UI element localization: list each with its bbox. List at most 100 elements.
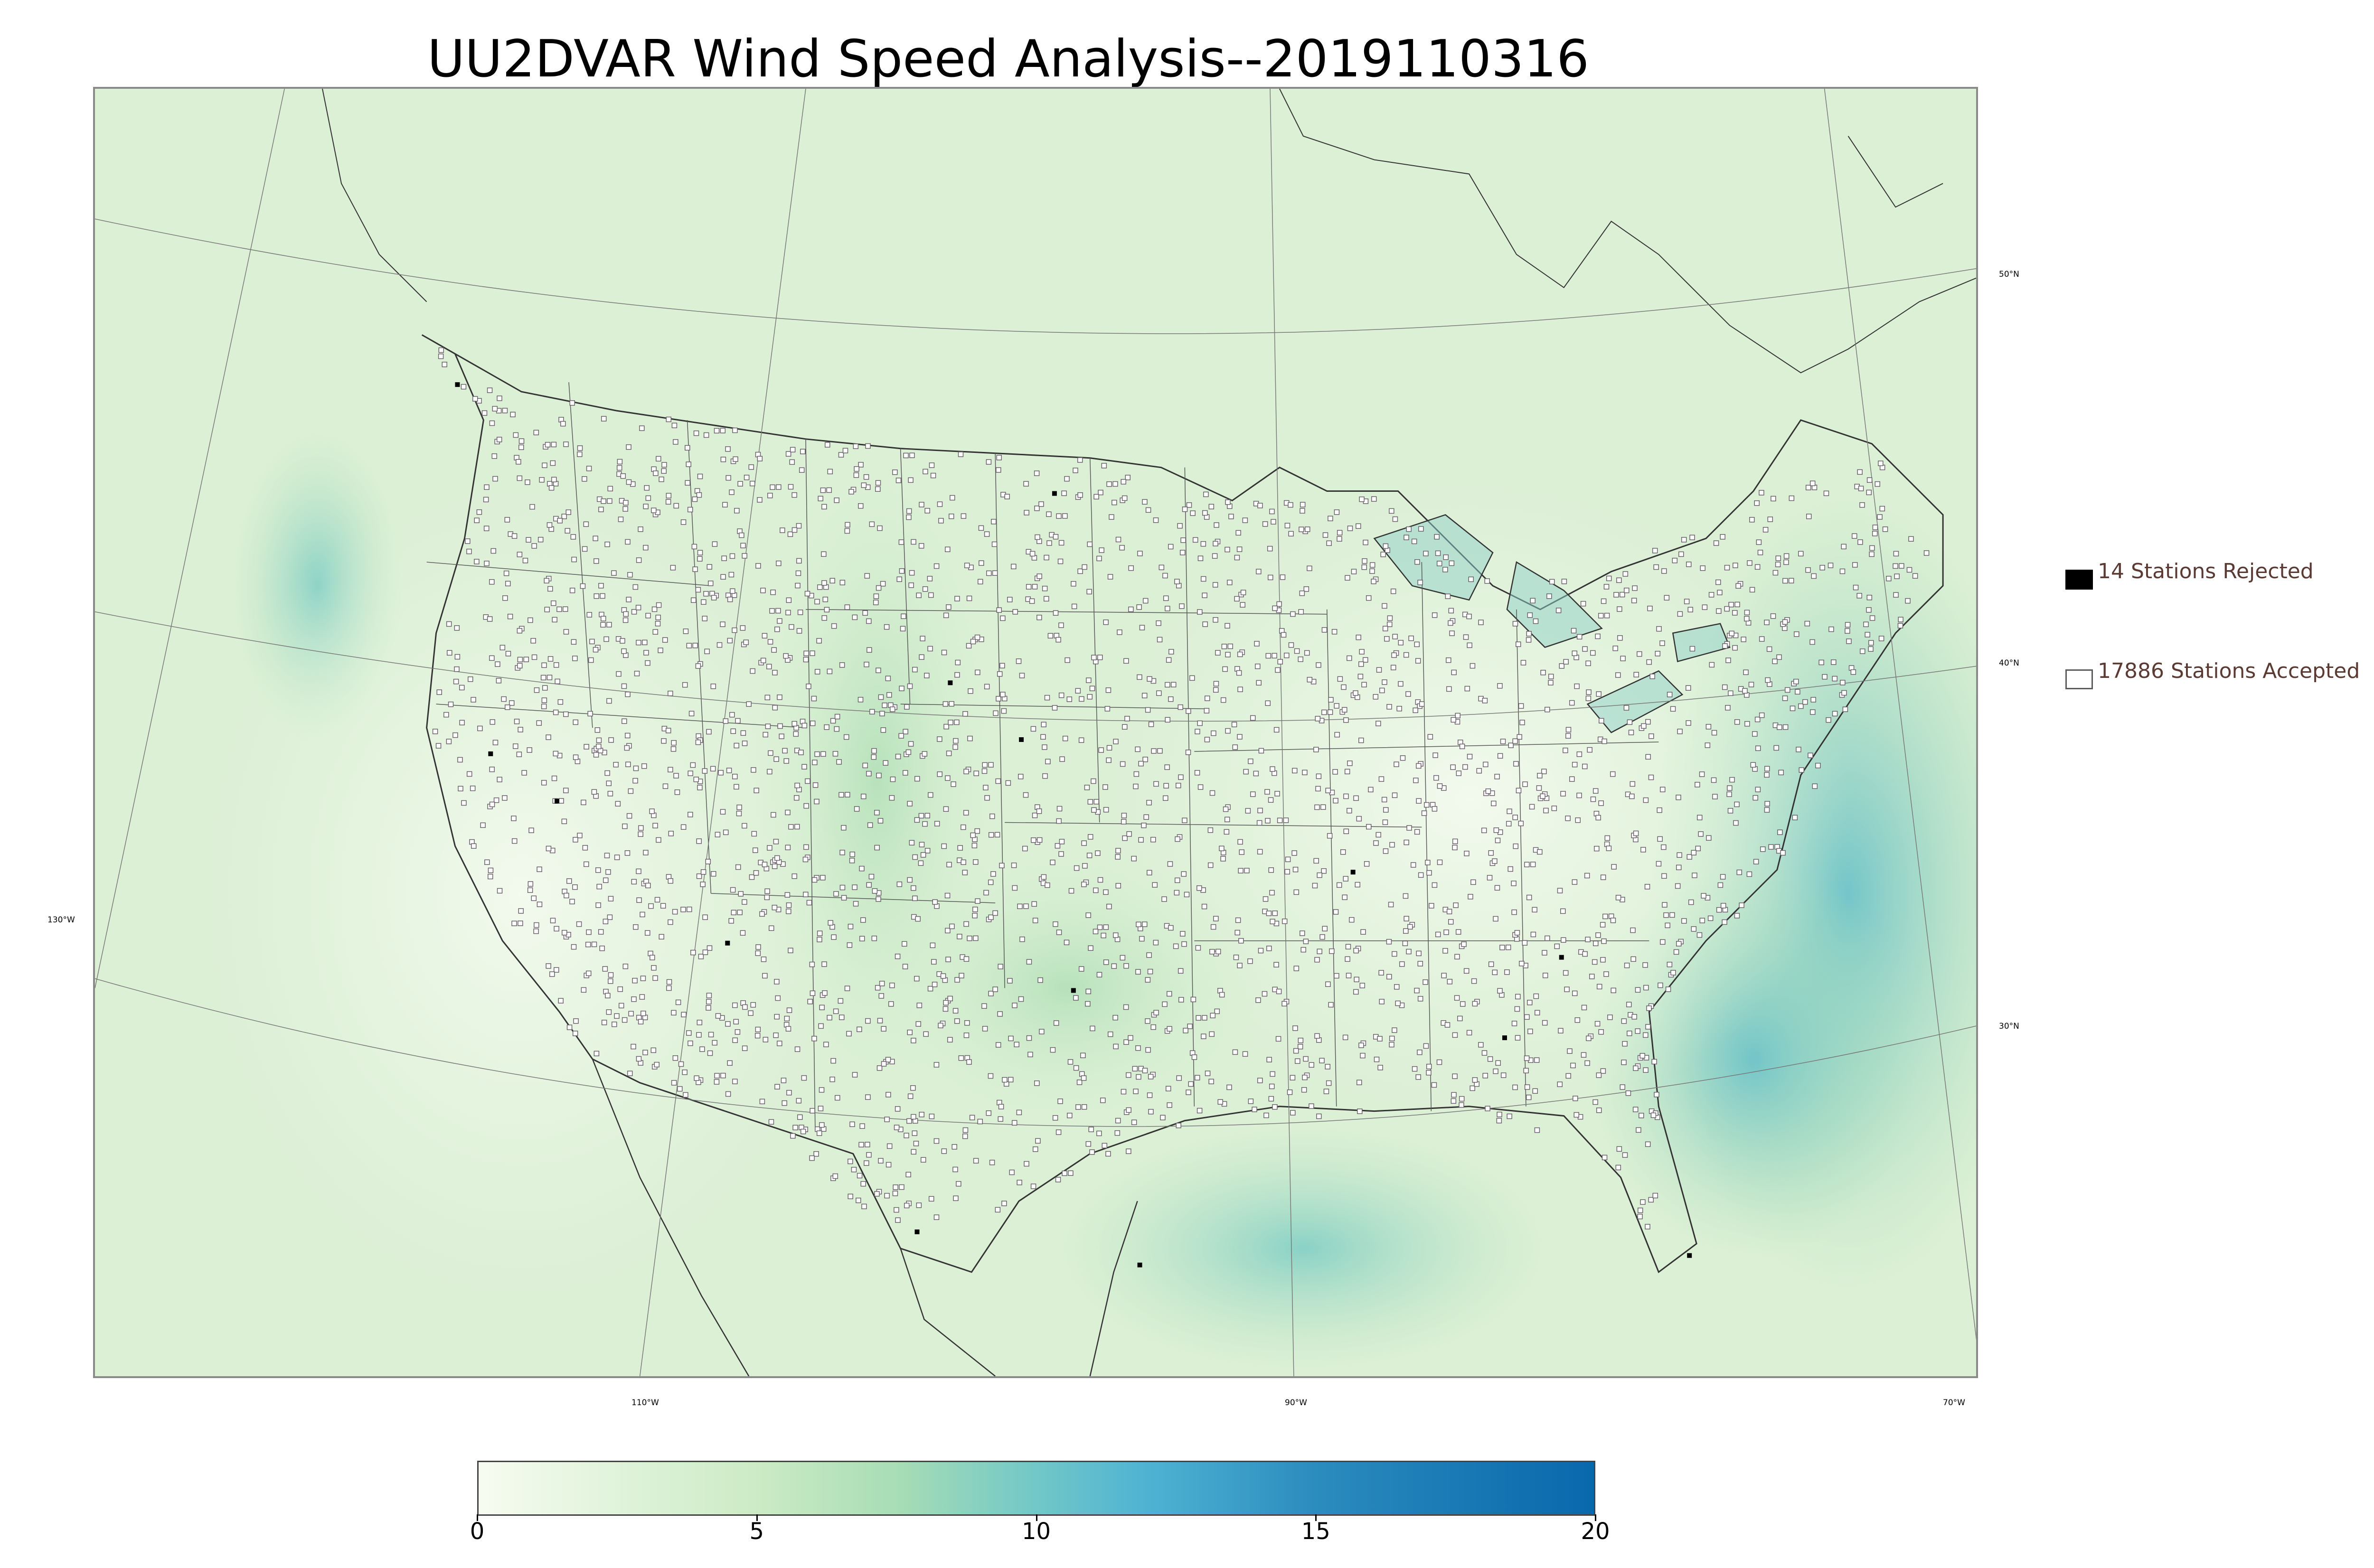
accepted-station-marker bbox=[725, 475, 731, 481]
accepted-station-marker bbox=[1534, 1127, 1540, 1133]
accepted-station-marker bbox=[817, 584, 823, 590]
accepted-station-marker bbox=[749, 874, 755, 880]
accepted-station-marker bbox=[588, 657, 594, 663]
accepted-station-marker bbox=[576, 921, 582, 927]
accepted-station-marker bbox=[1487, 1056, 1493, 1062]
accepted-station-marker bbox=[1099, 547, 1104, 553]
accepted-station-marker bbox=[1841, 690, 1847, 696]
accepted-station-marker bbox=[1208, 504, 1215, 509]
accepted-station-marker bbox=[801, 764, 807, 770]
accepted-station-marker bbox=[786, 909, 791, 914]
accepted-station-marker bbox=[466, 548, 472, 554]
accepted-station-marker bbox=[700, 882, 706, 887]
accepted-station-marker bbox=[1497, 753, 1503, 759]
accepted-station-marker bbox=[932, 899, 938, 905]
accepted-station-marker bbox=[645, 883, 651, 889]
accepted-station-marker bbox=[1257, 1078, 1263, 1083]
accepted-station-marker bbox=[1302, 1074, 1308, 1080]
accepted-station-marker bbox=[1530, 598, 1536, 604]
accepted-station-marker bbox=[924, 673, 930, 678]
accepted-station-marker bbox=[885, 1057, 891, 1062]
accepted-station-marker bbox=[1067, 1113, 1073, 1118]
accepted-station-marker bbox=[1100, 1098, 1106, 1103]
accepted-station-marker bbox=[1651, 1059, 1657, 1065]
accepted-station-marker bbox=[1759, 712, 1765, 718]
accepted-station-marker bbox=[1157, 748, 1163, 754]
accepted-station-marker bbox=[989, 813, 995, 819]
accepted-station-marker bbox=[726, 768, 732, 773]
accepted-station-marker bbox=[652, 823, 658, 828]
accepted-station-marker bbox=[513, 743, 518, 749]
accepted-station-marker bbox=[1202, 510, 1208, 516]
accepted-station-marker bbox=[1436, 561, 1442, 566]
accepted-station-marker bbox=[1121, 819, 1127, 825]
accepted-station-marker bbox=[1262, 896, 1269, 902]
accepted-station-marker bbox=[703, 591, 709, 597]
accepted-station-marker bbox=[702, 949, 708, 955]
accepted-station-marker bbox=[1551, 805, 1557, 811]
accepted-station-marker bbox=[596, 743, 602, 750]
accepted-station-marker bbox=[1248, 758, 1253, 764]
accepted-station-marker bbox=[1392, 792, 1398, 798]
accepted-station-marker bbox=[1527, 612, 1533, 618]
accepted-station-marker bbox=[942, 701, 949, 707]
accepted-station-marker bbox=[468, 676, 473, 682]
accepted-station-marker bbox=[1197, 720, 1203, 726]
accepted-station-marker bbox=[912, 854, 918, 860]
accepted-station-marker bbox=[875, 985, 881, 991]
accepted-station-marker bbox=[1232, 744, 1238, 750]
accepted-station-marker bbox=[541, 697, 547, 703]
accepted-station-marker bbox=[1852, 562, 1858, 568]
accepted-station-marker bbox=[1208, 1079, 1214, 1084]
accepted-station-marker bbox=[1320, 804, 1326, 810]
accepted-station-marker bbox=[537, 901, 543, 907]
accepted-station-marker bbox=[1237, 963, 1243, 968]
accepted-station-marker bbox=[1400, 755, 1406, 761]
accepted-station-marker bbox=[1522, 940, 1528, 946]
accepted-station-marker bbox=[763, 732, 768, 738]
accepted-station-marker bbox=[1741, 637, 1746, 642]
accepted-station-marker bbox=[1518, 703, 1524, 709]
accepted-station-marker bbox=[1174, 579, 1180, 584]
accepted-station-marker bbox=[1648, 1197, 1654, 1203]
accepted-station-marker bbox=[693, 430, 699, 436]
accepted-station-marker bbox=[1794, 631, 1799, 637]
accepted-station-marker bbox=[1062, 1170, 1067, 1176]
accepted-station-marker bbox=[593, 535, 598, 541]
accepted-station-marker bbox=[555, 678, 560, 685]
accepted-station-marker bbox=[1375, 832, 1381, 838]
accepted-station-marker bbox=[725, 1091, 731, 1097]
lat-label-50: 50°N bbox=[1999, 270, 2019, 279]
accepted-station-marker bbox=[883, 760, 888, 766]
lat-label-30: 30°N bbox=[1999, 1022, 2019, 1031]
accepted-station-marker bbox=[1156, 690, 1162, 696]
accepted-station-marker bbox=[732, 1037, 738, 1043]
accepted-station-marker bbox=[636, 557, 642, 563]
accepted-station-marker bbox=[914, 776, 920, 782]
accepted-station-marker bbox=[560, 421, 566, 427]
accepted-station-marker bbox=[1744, 610, 1750, 616]
accepted-station-marker bbox=[803, 892, 809, 897]
accepted-station-marker bbox=[865, 1094, 871, 1100]
accepted-station-marker bbox=[1090, 1025, 1095, 1032]
accepted-station-marker bbox=[607, 914, 613, 920]
accepted-station-marker bbox=[558, 998, 564, 1004]
accepted-station-marker bbox=[757, 456, 763, 461]
accepted-station-marker bbox=[739, 532, 744, 538]
accepted-station-marker bbox=[1595, 633, 1601, 639]
accepted-station-marker bbox=[1016, 658, 1022, 664]
accepted-station-marker bbox=[1369, 562, 1375, 568]
accepted-station-marker bbox=[673, 503, 679, 509]
accepted-station-marker bbox=[1617, 606, 1622, 612]
accepted-station-marker bbox=[753, 870, 759, 876]
accepted-station-marker bbox=[1121, 479, 1126, 485]
accepted-station-marker bbox=[1079, 696, 1084, 702]
accepted-station-marker bbox=[1321, 627, 1328, 633]
accepted-station-marker bbox=[551, 775, 557, 781]
accepted-station-marker bbox=[1482, 698, 1488, 704]
accepted-station-marker bbox=[518, 908, 524, 914]
accepted-station-marker bbox=[459, 720, 465, 725]
accepted-station-marker bbox=[1672, 557, 1678, 563]
accepted-station-marker bbox=[1773, 745, 1779, 751]
accepted-station-marker bbox=[1592, 788, 1599, 794]
